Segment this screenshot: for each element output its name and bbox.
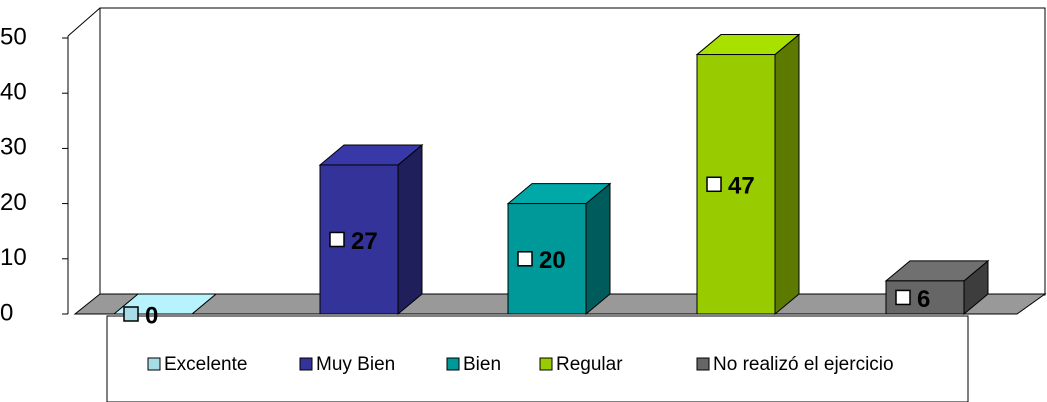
wall-edge xyxy=(68,8,100,36)
data-label: 27 xyxy=(351,228,378,255)
y-tick-label: 20 xyxy=(0,189,27,216)
legend-label: No realizó el ejercicio xyxy=(713,354,894,375)
legend-swatch xyxy=(300,358,312,370)
bar xyxy=(886,261,988,314)
data-label-key xyxy=(330,232,344,246)
legend-swatch xyxy=(540,358,552,370)
legend-label: Muy Bien xyxy=(316,354,395,375)
y-tick-label: 0 xyxy=(0,299,13,326)
legend-swatch xyxy=(447,358,459,370)
legend-swatch xyxy=(148,358,160,370)
legend-swatch xyxy=(697,358,709,370)
legend-label: Bien xyxy=(463,354,501,375)
data-label-key xyxy=(896,290,910,304)
y-tick-label: 40 xyxy=(0,79,27,106)
data-label-key xyxy=(124,307,138,321)
y-tick-label: 50 xyxy=(0,23,27,50)
data-label: 6 xyxy=(917,286,930,313)
legend-label: Excelente xyxy=(164,354,247,375)
bar-side xyxy=(775,35,799,314)
bar-side xyxy=(398,145,422,314)
page: {"chart_data": {"type": "bar3d", "catego… xyxy=(0,0,1047,402)
data-label-key xyxy=(518,252,532,266)
y-tick-label: 30 xyxy=(0,134,27,161)
data-label: 0 xyxy=(145,302,158,329)
data-label: 47 xyxy=(728,173,755,200)
chart: 0 10 20 30 40 50 0 Excelente 27 Muy Bien 20 Bien 47 R… xyxy=(0,0,1047,402)
y-tick-label: 10 xyxy=(0,244,27,271)
data-label-key xyxy=(707,177,721,191)
bar-side xyxy=(586,184,610,314)
legend-label: Regular xyxy=(556,354,623,375)
data-label: 20 xyxy=(539,247,566,274)
